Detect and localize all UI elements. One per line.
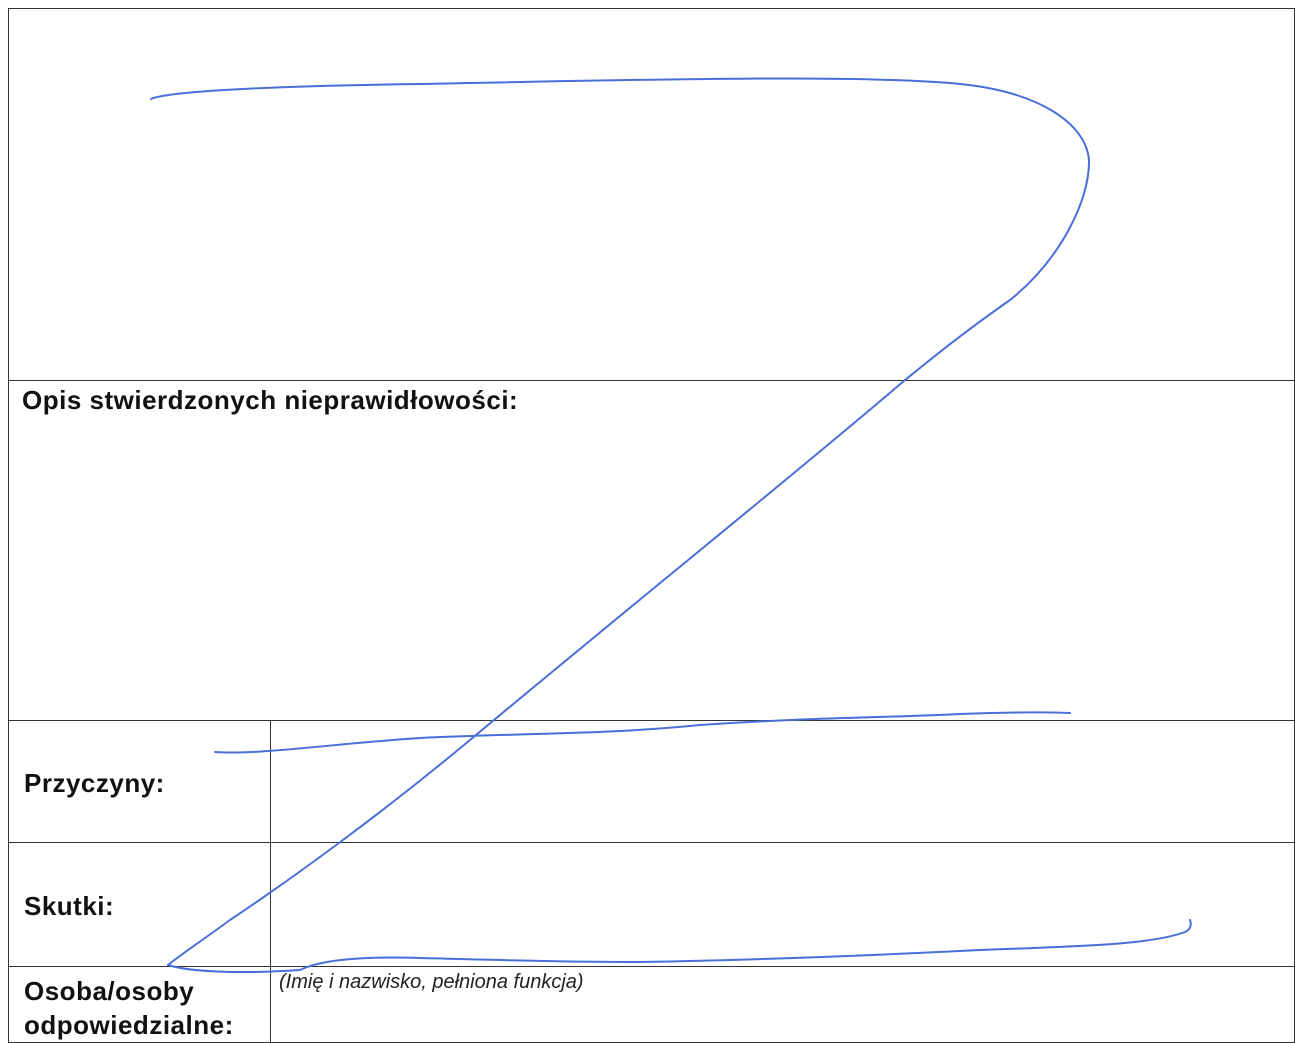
responsible-hint: (Imię i nazwisko, pełniona funkcja)	[279, 971, 584, 993]
effects-label: Skutki:	[24, 891, 115, 921]
top-content-area[interactable]	[9, 9, 1294, 379]
description-field[interactable]	[9, 420, 1294, 718]
responsible-label-line2: odpowiedzialne:	[24, 1010, 234, 1040]
responsible-label-line1: Osoba/osoby	[24, 976, 195, 1006]
causes-label: Przyczyny:	[24, 768, 165, 798]
causes-field[interactable]	[271, 721, 1294, 841]
row-divider-description	[8, 380, 1295, 381]
effects-field[interactable]	[271, 843, 1294, 965]
row-divider-responsible	[8, 966, 1295, 967]
responsible-field[interactable]	[271, 998, 1294, 1042]
description-label: Opis stwierdzonych nieprawidłowości:	[22, 385, 519, 415]
